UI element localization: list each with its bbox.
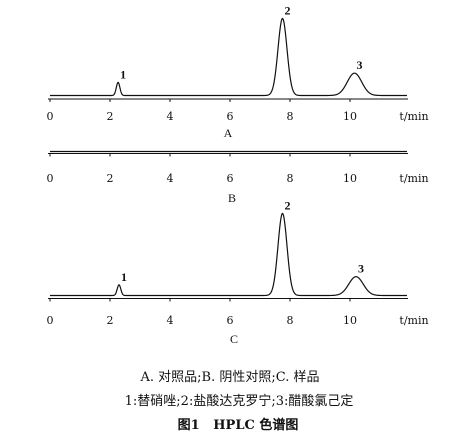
chromatogram-trace <box>50 17 407 97</box>
peak-label: 1 <box>120 67 126 81</box>
caption-panel-legend: A. 对照品;B. 阴性对照;C. 样品 <box>140 370 320 385</box>
x-tick-label: 6 <box>227 110 234 123</box>
peak-label: 3 <box>357 58 363 72</box>
x-tick-label: 0 <box>47 172 54 185</box>
panel-label: C <box>230 332 238 346</box>
panel-label: A <box>224 126 233 140</box>
peak-label: 2 <box>285 199 291 213</box>
panel-label: B <box>228 191 236 205</box>
x-tick-label: 4 <box>167 172 174 185</box>
x-tick-label: 10 <box>343 314 357 327</box>
x-tick-label: 8 <box>287 314 294 327</box>
panel-a: 0 2 4 6 8 10 t/min 1 2 3 A <box>47 4 429 141</box>
x-tick-label: 8 <box>287 110 294 123</box>
panel-c: 0 2 4 6 8 10 t/min 1 2 3 C <box>47 199 429 347</box>
x-tick-label: 4 <box>167 314 174 327</box>
x-tick-label: 0 <box>47 314 54 327</box>
chromatogram-panels: 0 2 4 6 8 10 t/min 1 2 3 A 0 2 4 6 8 10 t/min B 0 2 4 6 8 10 t/mi… <box>47 4 429 347</box>
panel-b: 0 2 4 6 8 10 t/min B <box>47 150 429 205</box>
x-tick-label: 4 <box>167 110 174 123</box>
x-axis-unit-label: t/min <box>399 314 428 327</box>
x-tick-label: 6 <box>227 172 234 185</box>
x-tick-label: 2 <box>107 172 114 185</box>
chromatogram-trace <box>50 212 407 297</box>
x-tick-label: 10 <box>343 172 357 185</box>
x-tick-label: 2 <box>107 314 114 327</box>
figure-title: 图1 HPLC 色谱图 <box>178 417 299 433</box>
x-axis-unit-label: t/min <box>399 172 428 185</box>
x-tick-label: 6 <box>227 314 234 327</box>
x-tick-label: 0 <box>47 110 54 123</box>
x-axis-unit-label: t/min <box>399 110 428 123</box>
x-tick-label: 8 <box>287 172 294 185</box>
peak-label: 3 <box>358 262 364 276</box>
x-tick-label: 10 <box>343 110 357 123</box>
peak-label: 2 <box>285 4 291 18</box>
caption-peak-legend: 1:替硝唑;2:盐酸达克罗宁;3:醋酸氯己定 <box>125 393 354 409</box>
peak-label: 1 <box>121 270 127 284</box>
x-tick-label: 2 <box>107 110 114 123</box>
